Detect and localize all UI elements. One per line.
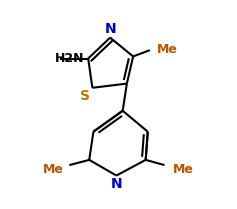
- Text: Me: Me: [157, 43, 178, 56]
- Text: Me: Me: [43, 163, 64, 176]
- Text: S: S: [80, 89, 90, 103]
- Text: H2N: H2N: [55, 52, 84, 65]
- Text: Me: Me: [173, 163, 194, 176]
- Text: N: N: [104, 22, 116, 36]
- Text: N: N: [111, 177, 122, 191]
